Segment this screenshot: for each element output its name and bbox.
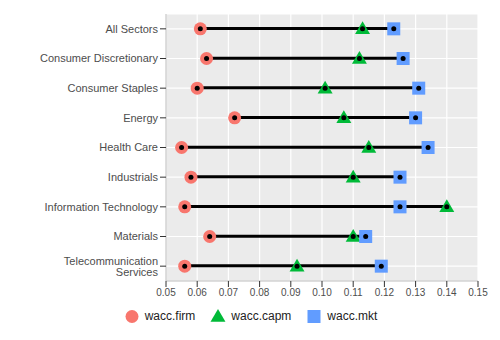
- html-text:wacc.firm: wacc.firm: [144, 309, 196, 323]
- html-text:wacc.capm: wacc.capm: [231, 309, 292, 323]
- svg-text:0.10: 0.10: [312, 287, 332, 298]
- svg-text:0.14: 0.14: [437, 287, 457, 298]
- svg-text:0.11: 0.11: [344, 287, 363, 298]
- svg-text:Health Care: Health Care: [99, 141, 158, 153]
- svg-text:TelecommunicationServices: TelecommunicationServices: [64, 255, 159, 278]
- svg-text:0.07: 0.07: [219, 287, 239, 298]
- svg-text:0.09: 0.09: [281, 287, 301, 298]
- svg-text:Energy: Energy: [123, 112, 158, 124]
- svg-text:Consumer Discretionary: Consumer Discretionary: [40, 52, 158, 64]
- svg-text:0.12: 0.12: [375, 287, 395, 298]
- svg-text:Materials: Materials: [113, 230, 158, 242]
- svg-text:0.08: 0.08: [250, 287, 270, 298]
- svg-text:0.15: 0.15: [468, 287, 488, 298]
- html-text:wacc.mkt: wacc.mkt: [327, 309, 378, 323]
- svg-text:0.13: 0.13: [406, 287, 426, 298]
- svg-text:All Sectors: All Sectors: [105, 23, 158, 35]
- svg-text:Consumer Staples: Consumer Staples: [68, 82, 159, 94]
- svg-text:0.06: 0.06: [187, 287, 207, 298]
- svg-text:Industrials: Industrials: [108, 171, 159, 183]
- svg-text:Information Technology: Information Technology: [44, 201, 158, 213]
- svg-text:0.05: 0.05: [156, 287, 176, 298]
